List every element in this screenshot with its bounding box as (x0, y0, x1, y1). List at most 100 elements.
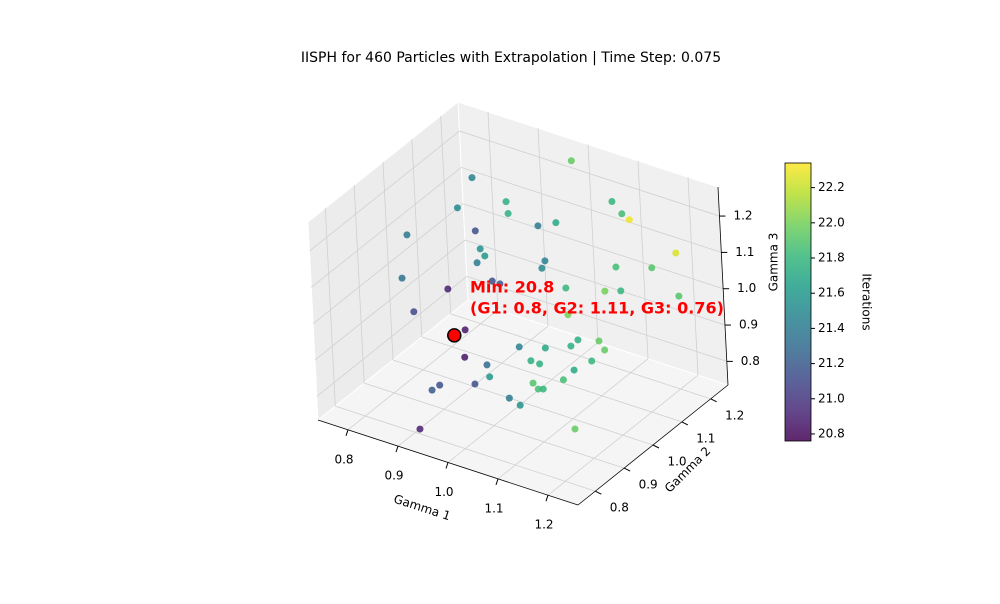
data-point (552, 219, 560, 227)
grid-line (324, 208, 336, 407)
data-point (471, 380, 479, 388)
data-point (468, 174, 476, 182)
x-tick (495, 478, 499, 486)
x-tick (345, 429, 349, 436)
data-point (436, 381, 444, 389)
z-tick-label: 1.1 (735, 245, 754, 259)
data-point (625, 216, 633, 224)
colorbar-tick-label: 22.0 (818, 215, 845, 229)
data-point (564, 311, 572, 319)
colorbar-tick-label: 21.6 (818, 286, 845, 300)
grid-line (421, 336, 682, 423)
grid-line (459, 130, 720, 217)
data-point (574, 336, 582, 344)
data-point (527, 357, 535, 365)
data-point (672, 249, 680, 257)
data-point (403, 231, 411, 239)
data-point (559, 376, 567, 384)
grid-line (463, 203, 724, 290)
y-tick (710, 398, 717, 403)
grid-line (314, 239, 466, 361)
x-tick-label: 0.9 (384, 469, 403, 483)
data-point (515, 343, 523, 351)
y-tick-label: 1.2 (725, 408, 744, 422)
data-point (539, 385, 547, 393)
data-point (541, 257, 549, 265)
grid-line (587, 144, 599, 343)
data-point (534, 222, 542, 230)
z-tick-label: 1.0 (737, 281, 756, 295)
colorbar-tick-label: 21.2 (818, 356, 845, 370)
annotation: (G1: 0.8, G2: 1.11, G3: 0.76) (470, 299, 724, 318)
data-point (567, 157, 575, 165)
y-tick (623, 467, 631, 472)
grid-line (687, 177, 699, 376)
data-point (471, 227, 479, 235)
grid-line (382, 161, 394, 361)
data-point (595, 337, 603, 345)
y-tick (652, 444, 660, 449)
data-point (496, 280, 504, 288)
data-point (398, 274, 406, 282)
z-tick-label: 0.8 (741, 354, 760, 368)
grid-line (466, 276, 727, 362)
chart-title: IISPH for 460 Particles with Extrapolati… (301, 50, 721, 66)
grid-line (461, 167, 722, 253)
x-tick-label: 1.0 (434, 485, 453, 499)
x-tick-label: 1.1 (484, 501, 503, 515)
data-point (538, 264, 546, 272)
grid-line (637, 160, 649, 359)
data-point (505, 394, 513, 402)
axis-line (577, 384, 729, 506)
colorbar-tick-label: 21.0 (818, 391, 845, 405)
data-point (473, 259, 481, 267)
data-point (571, 425, 579, 433)
y-tick (681, 421, 689, 426)
y-tick (595, 490, 602, 495)
data-point (612, 263, 620, 271)
data-point (483, 361, 491, 369)
x-tick (395, 445, 399, 453)
data-point (461, 353, 469, 361)
data-point (504, 210, 512, 218)
grid-line (353, 185, 365, 384)
grid-line (411, 138, 423, 337)
grid-line (487, 111, 499, 310)
colorbar-tick-label: 21.4 (818, 321, 845, 335)
data-point (502, 198, 510, 206)
y-tick-label: 0.9 (639, 478, 658, 492)
data-point (617, 287, 625, 295)
colorbar (784, 162, 812, 442)
data-point (453, 204, 461, 212)
axis-line (317, 419, 579, 506)
data-point (601, 346, 609, 354)
colorbar-tick-label: 21.8 (818, 251, 845, 265)
colorbar-label: Iterations (860, 273, 874, 330)
x-tick (545, 495, 549, 502)
data-point (416, 425, 424, 433)
colorbar-tick-label: 22.2 (818, 180, 845, 194)
data-point (675, 292, 683, 300)
y-tick-label: 1.1 (696, 431, 715, 445)
min-point (447, 328, 462, 343)
data-point (541, 344, 549, 352)
data-point (476, 245, 484, 253)
data-point (567, 342, 575, 350)
grid-line (392, 359, 654, 446)
x-tick-label: 0.8 (334, 452, 353, 466)
data-point (618, 210, 626, 218)
data-point (588, 357, 596, 365)
data-point (410, 308, 418, 316)
data-point (608, 198, 616, 206)
colorbar-tick-label: 20.8 (818, 426, 845, 440)
axis-line (717, 186, 729, 386)
grid-line (309, 130, 460, 252)
data-point (486, 373, 494, 381)
grid-line (440, 115, 452, 314)
data-point (444, 285, 452, 293)
data-point (536, 360, 544, 368)
x-tick-label: 1.2 (534, 518, 553, 532)
data-point (570, 366, 578, 374)
grid-line (450, 313, 711, 400)
